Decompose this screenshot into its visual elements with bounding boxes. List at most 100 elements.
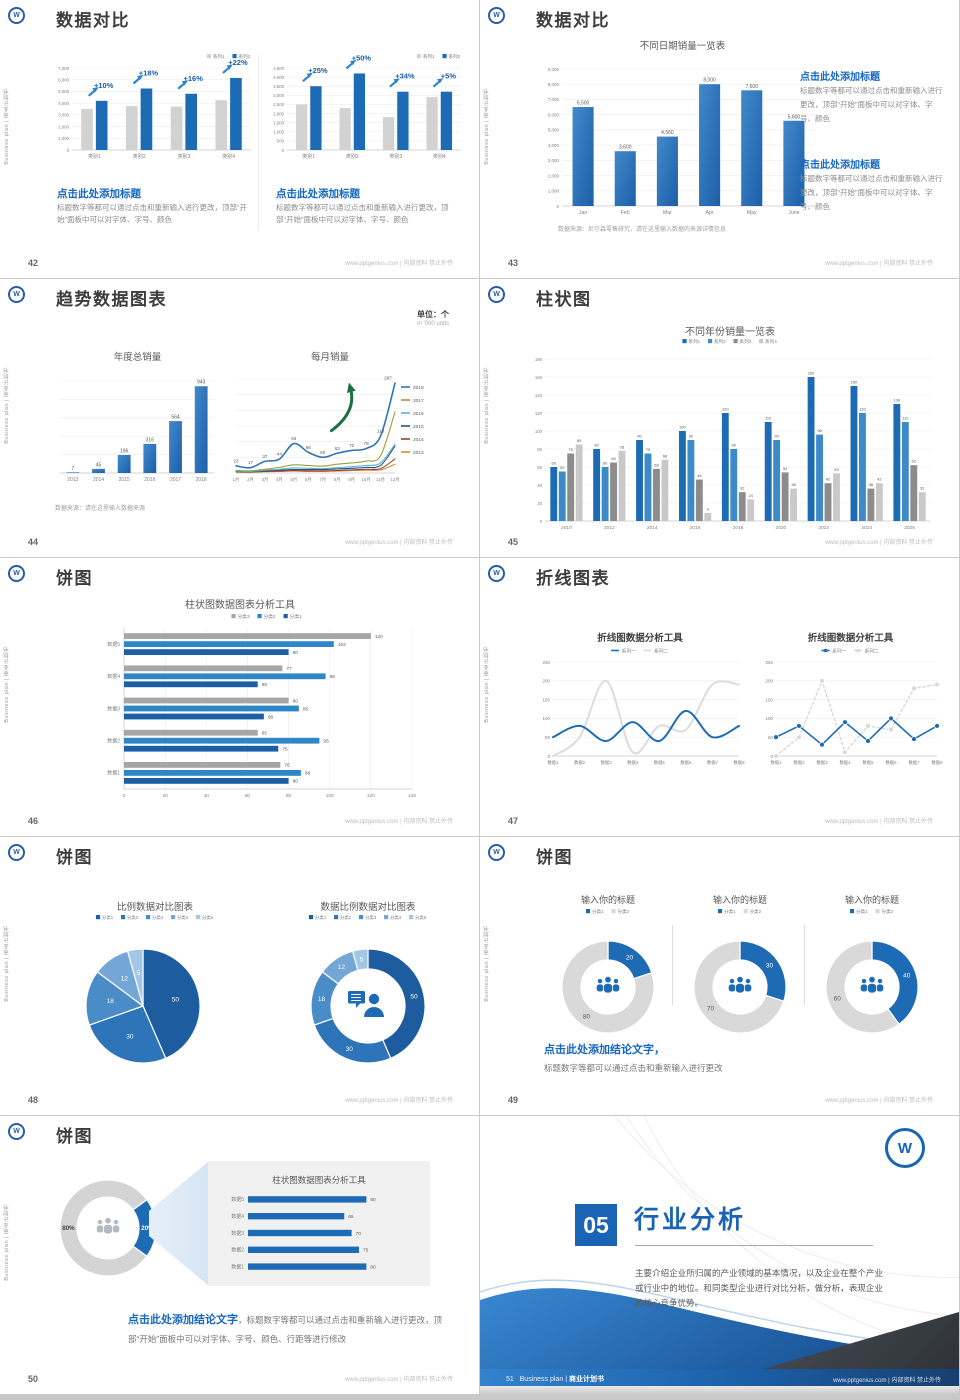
svg-text:系列3: 系列3	[740, 338, 752, 345]
slide-50[interactable]: W Business plan | 商业计划书 饼图 20% 80% 柱状图数据图…	[0, 1116, 479, 1394]
monthly-trend-line-chart: 1月 2月 3月 4月 5月 6月 7月 8月 9月 10月 11月 12月 23 17 37 44 94 66 5…	[230, 365, 435, 485]
logo-letter: W	[13, 849, 20, 856]
svg-text:+25%: +25%	[308, 66, 328, 75]
svg-text:2012: 2012	[604, 525, 615, 531]
svg-text:140: 140	[535, 393, 543, 398]
svg-text:943: 943	[197, 380, 206, 386]
brand-logo-icon: W	[488, 565, 505, 582]
svg-text:120: 120	[375, 634, 383, 640]
svg-text:80: 80	[370, 1264, 376, 1270]
svg-text:系列2: 系列2	[714, 338, 726, 345]
svg-text:2010: 2010	[561, 525, 572, 531]
svg-text:11月: 11月	[376, 477, 385, 483]
svg-text:76: 76	[284, 763, 290, 769]
svg-text:2015: 2015	[119, 477, 130, 483]
caption-body-2: 标题数字等都可以通过点击和重新输入进行更改，顶部“开始”面板中可以对字体、字号、…	[800, 174, 943, 211]
svg-text:100: 100	[765, 716, 773, 721]
svg-text:6,000: 6,000	[58, 78, 69, 83]
svg-text:1,000: 1,000	[58, 136, 69, 141]
svg-text:Mar: Mar	[663, 210, 672, 216]
brand-logo-icon: W	[488, 286, 505, 303]
svg-text:分类4: 分类4	[177, 914, 189, 921]
svg-text:316: 316	[146, 437, 155, 443]
conclusion-body: 标题数字等都可以通过点击和重新输入进行更改	[544, 1063, 723, 1073]
caption-heading-left: 点击此处添加标题	[57, 188, 141, 200]
svg-text:100: 100	[542, 716, 550, 721]
svg-text:150: 150	[851, 380, 858, 385]
footer-left: 51 Business plan | 商业计划书	[506, 1374, 604, 1384]
slide-46[interactable]: W Business plan | 商业计划书 饼图 柱状图数据图表分析工具 0…	[0, 558, 479, 836]
svg-text:类别3: 类别3	[177, 153, 190, 160]
page-title: 饼图	[56, 848, 93, 867]
unit-label-en: in '000 units	[417, 321, 449, 327]
svg-text:7,000: 7,000	[58, 66, 69, 71]
pie-title-right: 数据比例数据对比图表	[320, 902, 416, 913]
svg-text:32: 32	[920, 486, 925, 491]
logo-letter: W	[493, 849, 500, 856]
svg-text:2017: 2017	[170, 477, 181, 483]
svg-text:类别3: 类别3	[389, 153, 402, 160]
svg-text:0: 0	[556, 204, 559, 209]
donut-title-2: 输入你的标题	[712, 895, 767, 905]
svg-text:8,000: 8,000	[703, 78, 716, 84]
slide-43[interactable]: W Business plan | 商业计划书 数据对比 不同日期销量一览表 9…	[480, 0, 959, 278]
logo-letter: W	[493, 12, 500, 19]
slide-47[interactable]: W Business plan | 商业计划书 折线图表 折线图数据分析工具 2…	[480, 558, 959, 836]
svg-text:65: 65	[611, 456, 616, 461]
svg-text:7: 7	[71, 466, 74, 472]
svg-text:65: 65	[348, 1214, 354, 1220]
svg-text:5: 5	[137, 970, 141, 977]
svg-text:4,560: 4,560	[661, 130, 674, 136]
svg-text:63: 63	[335, 446, 341, 451]
svg-text:100: 100	[326, 793, 334, 799]
svg-text:85: 85	[577, 438, 582, 443]
slide-48[interactable]: W Business plan | 商业计划书 饼图 比例数据对比图表 分类1 分…	[0, 837, 479, 1115]
logo-letter: W	[13, 1128, 20, 1135]
svg-text:287: 287	[384, 376, 392, 381]
svg-text:90: 90	[774, 434, 779, 439]
caption-heading-2: 点击此处添加标题	[800, 160, 880, 171]
slide-42[interactable]: W Business plan | 商业计划书 数据对比 7,000 6,000 5…	[0, 0, 479, 278]
slide-45[interactable]: W Business plan | 商业计划书 柱状图 不同年份销量一览表 18…	[480, 279, 959, 557]
data-source-note: 数据来源：请在这里输入数据来源	[55, 506, 146, 512]
svg-text:1月: 1月	[233, 477, 240, 483]
svg-text:数据4: 数据4	[840, 759, 852, 766]
svg-text:2013: 2013	[67, 477, 78, 483]
svg-text:2024: 2024	[861, 525, 872, 531]
page-title: 饼图	[56, 1127, 93, 1146]
sidebar-vertical-text: Business plan | 商业计划书	[484, 925, 490, 1002]
svg-text:77: 77	[286, 666, 292, 672]
svg-text:分类3: 分类3	[365, 914, 377, 921]
svg-text:2016: 2016	[413, 411, 424, 417]
footer-watermark: www.pptgenius.com | 内部资料 禁止外传	[825, 819, 933, 825]
page-number: 46	[28, 816, 39, 826]
svg-text:数据6: 数据6	[680, 759, 692, 766]
footer-watermark: www.pptgenius.com | 内部资料 禁止外传	[345, 819, 453, 825]
svg-text:2,000: 2,000	[273, 111, 284, 116]
section-number-badge: 05	[575, 1204, 617, 1246]
svg-text:数据4: 数据4	[231, 1213, 244, 1220]
caption-body-1: 标题数字等都可以通过点击和重新输入进行更改，顶部“开始”面板中可以对字体、字号、…	[800, 86, 943, 123]
svg-text:数据5: 数据5	[654, 759, 666, 766]
slide-51[interactable]: 05 行业分析 主要介绍企业所归属的产业领域的基本情况，以及企业在整个产业或行业…	[480, 1116, 959, 1394]
svg-text:7月: 7月	[319, 477, 326, 483]
svg-text:分类2: 分类2	[750, 908, 762, 915]
svg-text:5月: 5月	[290, 477, 297, 483]
slide-49[interactable]: W Business plan | 商业计划书 饼图 输入你的标题 输入你的标题…	[480, 837, 959, 1115]
svg-text:类别2: 类别2	[346, 153, 359, 160]
svg-text:5,600: 5,600	[788, 114, 801, 120]
svg-text:系列二: 系列二	[865, 648, 880, 655]
page-title: 饼图	[56, 569, 93, 588]
svg-text:86: 86	[305, 771, 311, 777]
svg-text:2022: 2022	[818, 525, 829, 531]
svg-text:45: 45	[96, 462, 102, 468]
svg-text:系列2: 系列2	[448, 53, 460, 60]
brand-logo-icon: W	[8, 844, 25, 861]
footer-bar: 51 Business plan | 商业计划书 www.pptgenius.c…	[480, 1369, 959, 1386]
svg-text:140: 140	[408, 793, 416, 799]
svg-text:分类5: 分类5	[202, 914, 214, 921]
page-title: 数据对比	[56, 11, 130, 30]
svg-text:120: 120	[535, 411, 543, 416]
slide-44[interactable]: W Business plan | 商业计划书 趋势数据图表 单位：个 in '…	[0, 279, 479, 557]
section-body: 主要介绍企业所归属的产业领域的基本情况，以及企业在整个产业或行业中的地位。和同类…	[635, 1267, 883, 1309]
